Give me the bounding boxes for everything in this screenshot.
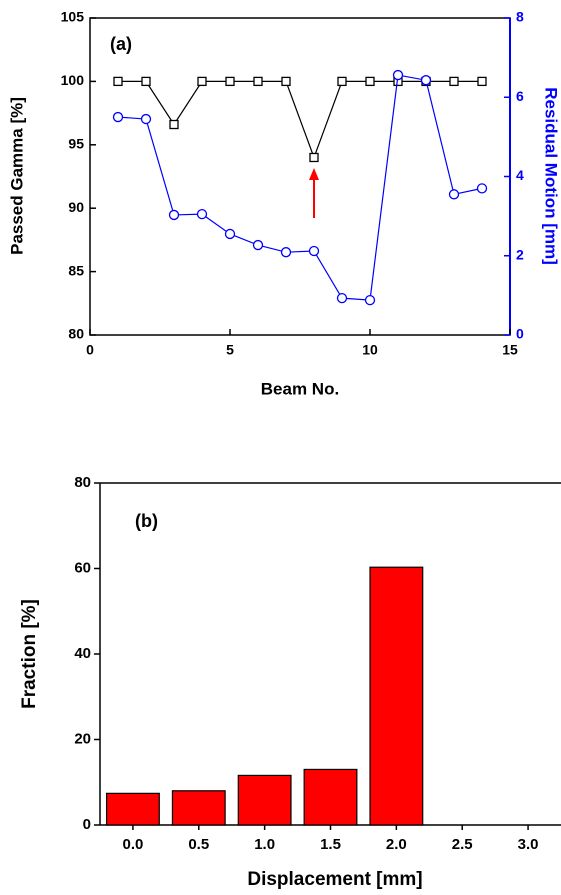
data-point bbox=[280, 247, 292, 258]
bar bbox=[171, 790, 226, 826]
data-point bbox=[477, 76, 487, 87]
y-tick-label: 105 bbox=[61, 9, 85, 25]
y-tick-label: 40 bbox=[74, 645, 91, 662]
data-point bbox=[476, 183, 488, 194]
x-tick-label: 10 bbox=[362, 342, 378, 358]
data-point bbox=[281, 76, 291, 87]
data-point bbox=[365, 76, 375, 87]
x-tick-label: 1.5 bbox=[320, 836, 341, 853]
data-point bbox=[168, 209, 180, 221]
panel-label: (a) bbox=[110, 34, 132, 54]
data-point bbox=[113, 76, 123, 87]
data-point bbox=[197, 76, 207, 87]
data-point bbox=[225, 76, 235, 87]
data-line bbox=[118, 80, 482, 160]
data-point bbox=[449, 76, 459, 87]
y-axis-title: Passed Gamma [%] bbox=[7, 97, 26, 255]
bar bbox=[237, 774, 292, 826]
data-point bbox=[112, 111, 124, 123]
plot-frame bbox=[89, 17, 511, 336]
y2-tick-label: 6 bbox=[516, 88, 524, 104]
x-tick-label: 5 bbox=[226, 342, 234, 358]
data-point bbox=[224, 228, 236, 240]
y2-axis-title: Residual Motion [mm] bbox=[542, 87, 561, 265]
annotation-arrowhead bbox=[309, 168, 319, 180]
x-tick-label: 0.5 bbox=[188, 836, 209, 853]
y2-tick-label: 0 bbox=[516, 326, 524, 342]
x-tick-label: 3.0 bbox=[518, 836, 539, 853]
x-tick-label: 2.0 bbox=[386, 836, 407, 853]
y-tick-label: 85 bbox=[68, 262, 84, 278]
data-point bbox=[141, 76, 151, 87]
x-tick-label: 0.0 bbox=[122, 836, 143, 853]
y-tick-label: 100 bbox=[61, 72, 85, 88]
x-tick-label: 0 bbox=[86, 342, 94, 358]
y2-tick-label: 8 bbox=[516, 9, 524, 25]
data-line bbox=[117, 74, 483, 301]
y-tick-label: 90 bbox=[68, 199, 84, 215]
bar bbox=[369, 566, 424, 826]
data-point bbox=[169, 119, 179, 130]
data-point bbox=[196, 208, 208, 220]
y-tick-label: 20 bbox=[74, 730, 91, 747]
data-point bbox=[392, 69, 404, 81]
data-point bbox=[308, 245, 320, 257]
bar bbox=[105, 792, 160, 826]
data-point bbox=[252, 239, 264, 251]
panel-label: (b) bbox=[135, 511, 158, 531]
bar bbox=[303, 768, 358, 826]
y-tick-label: 0 bbox=[83, 816, 91, 833]
data-point bbox=[420, 75, 432, 86]
y-axis-title: Fraction [%] bbox=[19, 599, 40, 709]
data-point bbox=[309, 152, 319, 163]
y-tick-label: 60 bbox=[74, 559, 91, 576]
x-axis-title: Displacement [mm] bbox=[247, 869, 422, 890]
data-point bbox=[448, 189, 460, 200]
data-point bbox=[140, 113, 152, 125]
x-tick-label: 1.0 bbox=[254, 836, 275, 853]
data-point bbox=[337, 76, 347, 87]
y-tick-label: 95 bbox=[68, 136, 84, 152]
y2-tick-label: 4 bbox=[516, 167, 524, 183]
x-axis-title: Beam No. bbox=[261, 379, 339, 398]
data-point bbox=[253, 76, 263, 87]
y2-tick-label: 2 bbox=[516, 246, 524, 262]
y-tick-label: 80 bbox=[68, 326, 84, 342]
x-tick-label: 15 bbox=[502, 342, 518, 358]
x-tick-label: 2.5 bbox=[452, 836, 473, 853]
data-point bbox=[364, 294, 376, 306]
y-tick-label: 80 bbox=[74, 474, 91, 491]
data-point bbox=[336, 292, 348, 304]
